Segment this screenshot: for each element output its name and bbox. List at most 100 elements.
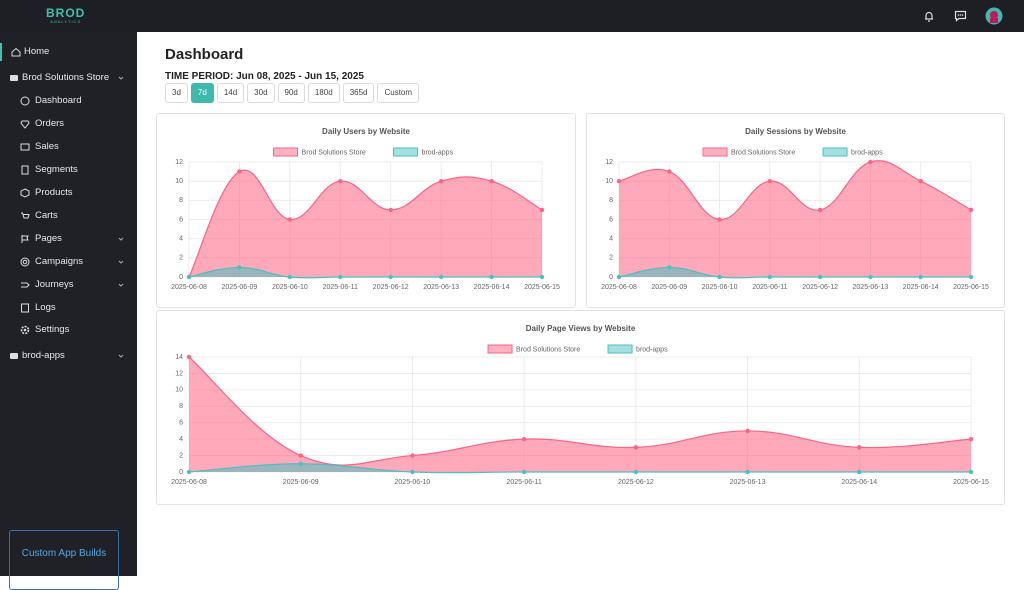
x-tick-label: 2025-06-08	[601, 284, 637, 291]
nav-item[interactable]: Campaigns	[0, 253, 137, 271]
point	[745, 469, 750, 475]
point	[633, 445, 639, 450]
x-tick-label: 2025-06-13	[730, 479, 766, 486]
notifications-icon[interactable]	[923, 10, 935, 22]
point	[745, 428, 750, 434]
time-period: TIME PERIOD: Jun 08, 2025 - Jun 15, 2025	[165, 71, 364, 82]
period-button[interactable]: 180d	[307, 83, 340, 103]
y-tick-label: 14	[175, 354, 183, 361]
area	[619, 160, 971, 277]
legend-swatch	[607, 344, 633, 354]
nav-item[interactable]: Sales	[0, 138, 137, 156]
nav-label: Products	[35, 187, 73, 198]
nav-item[interactable]: Pages	[0, 230, 137, 248]
y-tick-label: 4	[179, 436, 183, 443]
point	[489, 178, 494, 184]
point	[857, 469, 862, 475]
point	[186, 274, 192, 280]
legend-label: brod-apps	[851, 149, 883, 156]
chart-title: Daily Page Views by Website	[526, 324, 636, 333]
period-button[interactable]: Custom	[377, 83, 420, 103]
x-tick-label: 2025-06-11	[506, 479, 541, 486]
legend-swatch	[487, 344, 513, 354]
avatar[interactable]	[985, 7, 1003, 25]
area	[189, 170, 542, 277]
y-tick-label: 0	[179, 274, 183, 281]
point	[539, 207, 545, 213]
x-tick-label: 2025-06-15	[524, 284, 560, 291]
point	[287, 217, 293, 222]
point	[817, 274, 823, 280]
point	[616, 178, 622, 184]
nav-store[interactable]: Brod Solutions Store	[0, 69, 137, 87]
point	[633, 469, 639, 475]
period-button-active[interactable]: 7d	[190, 83, 214, 103]
point	[388, 207, 393, 213]
nav-item[interactable]: Orders	[0, 115, 137, 133]
point	[667, 169, 672, 174]
y-tick-label: 2	[609, 255, 613, 262]
nav-item[interactable]: Logs	[0, 299, 137, 317]
nav-item[interactable]: Products	[0, 184, 137, 202]
nav-home[interactable]: Home	[0, 43, 137, 61]
nav-item[interactable]: Settings	[0, 321, 137, 339]
x-tick-label: 2025-06-12	[802, 284, 838, 291]
nav-label: Dashboard	[35, 95, 82, 106]
sidebar: Home Brod Solutions Store Dashboard Orde…	[0, 32, 137, 590]
line	[188, 463, 971, 474]
y-tick-label: 8	[179, 403, 183, 410]
x-tick-label: 2025-06-13	[853, 284, 889, 291]
period-button[interactable]: 30d	[247, 83, 275, 103]
point	[298, 453, 303, 458]
nav-label: Pages	[35, 233, 62, 244]
y-tick-label: 4	[609, 236, 613, 243]
nav-label: Brod Solutions Store	[22, 72, 110, 83]
logo-tagline: ANALYTICS	[50, 19, 82, 24]
x-tick-label: 2025-06-12	[618, 479, 654, 486]
x-tick-label: 2025-06-14	[474, 284, 510, 291]
point	[489, 274, 494, 280]
period-button[interactable]: 14d	[216, 83, 245, 103]
nav-item[interactable]: Segments	[0, 161, 137, 179]
point	[717, 274, 722, 280]
nav-label: Journeys	[35, 279, 74, 290]
point	[521, 436, 527, 442]
messages-icon[interactable]	[954, 10, 967, 22]
point	[616, 274, 622, 280]
point	[186, 354, 192, 360]
point	[868, 159, 873, 165]
nav-apps[interactable]: brod-apps	[0, 347, 137, 365]
logo[interactable]: BROD ANALYTICS	[46, 7, 85, 24]
chart-title: Daily Sessions by Website	[745, 127, 846, 136]
point	[438, 274, 444, 280]
x-tick-label: 2025-06-09	[222, 284, 258, 291]
period-button[interactable]: 365d	[342, 83, 375, 103]
point	[539, 274, 545, 280]
nav-label: Campaigns	[35, 256, 84, 267]
x-tick-label: 2025-06-08	[171, 284, 207, 291]
period-button[interactable]: 3d	[165, 83, 188, 103]
y-tick-label: 6	[609, 216, 613, 223]
point	[438, 178, 444, 184]
point	[237, 265, 242, 270]
charts: Daily Users by Website Brod Solutions Sto…	[171, 127, 989, 486]
nav-item[interactable]: Carts	[0, 207, 137, 225]
point	[868, 274, 873, 280]
point	[857, 445, 862, 450]
nav-item[interactable]: Journeys	[0, 276, 137, 294]
nav-item[interactable]: Dashboard	[0, 92, 137, 110]
point	[968, 207, 974, 213]
x-tick-label: 2025-06-11	[752, 284, 787, 291]
legend-label: brod-apps	[422, 149, 454, 156]
x-tick-label: 2025-06-10	[702, 284, 738, 291]
point	[338, 178, 343, 184]
y-tick-label: 0	[609, 274, 613, 281]
x-tick-label: 2025-06-09	[283, 479, 319, 486]
y-tick-label: 8	[179, 197, 183, 204]
period-button[interactable]: 90d	[277, 83, 305, 103]
point	[817, 207, 823, 213]
nav-label: Settings	[35, 324, 70, 335]
legend-swatch	[273, 147, 299, 157]
point	[767, 178, 773, 184]
point	[410, 453, 415, 458]
